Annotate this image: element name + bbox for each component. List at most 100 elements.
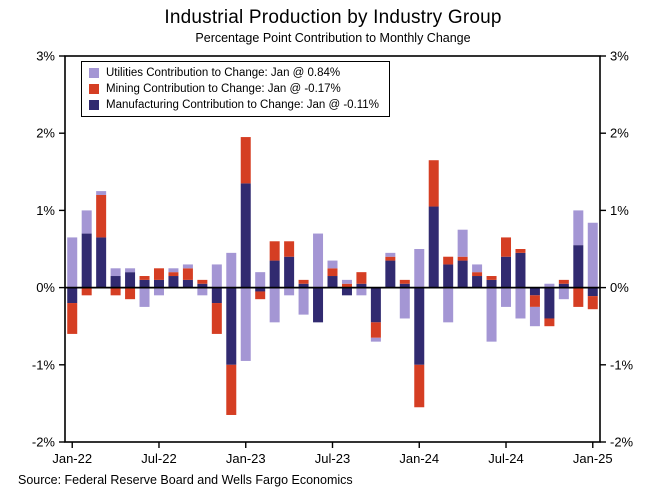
bar-segment-utilities (168, 268, 179, 273)
y-tick-label-left: 1% (36, 203, 55, 218)
mining-swatch-icon (89, 84, 99, 94)
legend-label-mining: Mining Contribution to Change: Jan @ -0.… (106, 83, 341, 95)
bar-segment-utilities (399, 287, 410, 319)
bar-segment-utilities (125, 268, 136, 273)
bar-segment-utilities (529, 306, 540, 327)
bar-segment-manufacturing (81, 233, 92, 288)
y-tick-label-left: 3% (36, 49, 55, 64)
bar-segment-mining (327, 268, 338, 277)
bar-segment-utilities (544, 283, 555, 288)
y-tick-label-right: -2% (610, 435, 634, 450)
bar-segment-manufacturing (139, 279, 150, 288)
bar-segment-mining (182, 268, 193, 280)
legend-item-manufacturing: Manufacturing Contribution to Change: Ja… (89, 99, 379, 111)
bar-segment-manufacturing (153, 279, 164, 288)
bar-segment-manufacturing (240, 183, 251, 288)
bar-segment-mining (501, 237, 512, 257)
bar-segment-manufacturing (587, 287, 598, 297)
bar-segment-utilities (558, 287, 569, 300)
bar-segment-manufacturing (269, 260, 280, 288)
bar-segment-mining (197, 279, 208, 284)
bar-segment-mining (341, 283, 352, 288)
legend-label-utilities: Utilities Contribution to Change: Jan @ … (106, 67, 341, 79)
bar-segment-mining (399, 279, 410, 284)
y-tick-label-right: -1% (610, 357, 634, 372)
bar-segment-utilities (197, 287, 208, 296)
bar-segment-mining (428, 160, 439, 207)
bar-segment-manufacturing (428, 206, 439, 288)
bar-segment-manufacturing (182, 279, 193, 288)
bar-segment-manufacturing (67, 287, 78, 304)
bar-segment-mining (457, 256, 468, 261)
bar-segment-utilities (81, 210, 92, 234)
bar-segment-manufacturing (370, 287, 381, 323)
bar-segment-mining (153, 268, 164, 280)
bar-segment-manufacturing (457, 260, 468, 288)
utilities-swatch-icon (89, 68, 99, 78)
bar-segment-mining (443, 256, 454, 265)
x-tick-label: Jan-22 (52, 451, 92, 466)
bar-segment-utilities (414, 249, 425, 288)
bar-segment-mining (544, 318, 555, 327)
bar-segment-manufacturing (573, 245, 584, 288)
bar-segment-mining (356, 272, 367, 284)
bar-segment-utilities (327, 260, 338, 269)
legend-item-mining: Mining Contribution to Change: Jan @ -0.… (89, 83, 379, 95)
bar-segment-utilities (255, 272, 266, 288)
bar-segment-mining (67, 303, 78, 334)
x-tick-label: Jul-22 (141, 451, 176, 466)
bar-segment-mining (125, 287, 136, 300)
chart-area: 3% 3% 2% 2% 1% 1% 0% 0% -1% -1% -2% -2% Jan-22 Jul-22… (0, 46, 666, 467)
chart-title: Industrial Production by Industry Group (164, 7, 502, 28)
bar-segment-utilities (269, 287, 280, 323)
bar-segment-manufacturing (125, 272, 136, 288)
bar-segment-mining (472, 272, 483, 277)
bar-segment-manufacturing (341, 287, 352, 296)
bar-segment-manufacturing (501, 256, 512, 288)
bar-segment-utilities (472, 264, 483, 273)
bar-segment-mining (370, 322, 381, 338)
bar-segment-utilities (443, 287, 454, 323)
bar-segment-mining (284, 241, 295, 257)
bar-segment-manufacturing (255, 287, 266, 292)
y-tick-label-left: 2% (36, 126, 55, 141)
bar-segment-utilities (385, 252, 396, 257)
bar-segment-mining (168, 272, 179, 277)
bar-segment-utilities (341, 279, 352, 284)
bar-segment-utilities (153, 287, 164, 296)
bar-segment-manufacturing (298, 283, 309, 288)
bar-segment-mining (96, 194, 107, 238)
bar-segment-utilities (182, 264, 193, 269)
y-tick-label-left: 0% (36, 280, 55, 295)
bar-segment-utilities (67, 237, 78, 288)
bar-segment-manufacturing (356, 283, 367, 288)
y-tick-label-left: -1% (32, 357, 56, 372)
x-tick-label: Jan-25 (573, 451, 613, 466)
manufacturing-swatch-icon (89, 100, 99, 110)
bar-segment-mining (573, 287, 584, 307)
bar-segment-utilities (298, 287, 309, 315)
bar-segment-mining (226, 364, 237, 415)
bar-segment-mining (558, 279, 569, 284)
bar-segment-manufacturing (558, 283, 569, 288)
x-tick-label: Jan-23 (226, 451, 266, 466)
bar-segment-utilities (139, 287, 150, 307)
bar-segment-utilities (457, 229, 468, 257)
bar-segment-mining (139, 276, 150, 280)
bar-segment-mining (240, 137, 251, 184)
bar-segment-mining (414, 364, 425, 408)
bar-segment-utilities (573, 210, 584, 246)
bar-segment-mining (515, 249, 526, 253)
x-tick-label: Jul-23 (315, 451, 350, 466)
bar-segment-utilities (501, 287, 512, 307)
bar-segment-utilities (370, 337, 381, 342)
bar-segment-utilities (356, 287, 367, 296)
bar-segment-manufacturing (96, 237, 107, 288)
bar-segment-manufacturing (211, 287, 222, 304)
bar-segment-manufacturing (399, 283, 410, 288)
bar-segment-manufacturing (168, 276, 179, 288)
bar-segment-utilities (96, 191, 107, 195)
stacked-bar-chart: 3% 3%2% 2%1% 1%0% 0%-1% -1%-2% -2%Jan-22 Jul-22… (32, 49, 634, 467)
bar-segment-manufacturing (486, 279, 497, 288)
bar-segment-mining (255, 291, 266, 300)
